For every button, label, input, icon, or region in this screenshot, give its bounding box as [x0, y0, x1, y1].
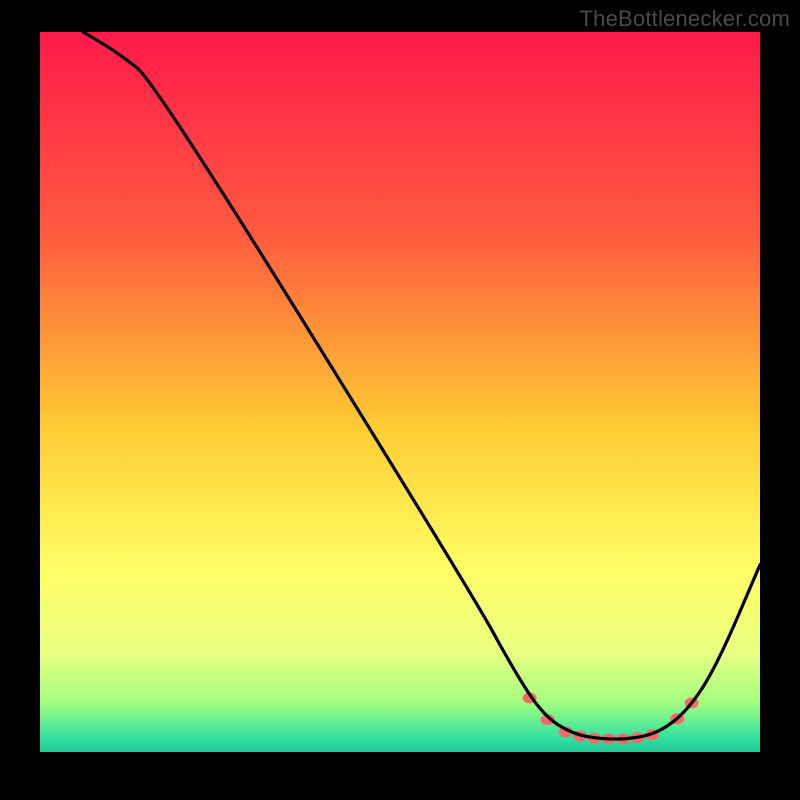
- plot-area: [40, 32, 760, 752]
- chart-overlay: [40, 32, 760, 752]
- bottleneck-curve: [83, 32, 760, 739]
- chart-container: TheBottlenecker.com: [0, 0, 800, 800]
- watermark-text: TheBottlenecker.com: [580, 6, 790, 32]
